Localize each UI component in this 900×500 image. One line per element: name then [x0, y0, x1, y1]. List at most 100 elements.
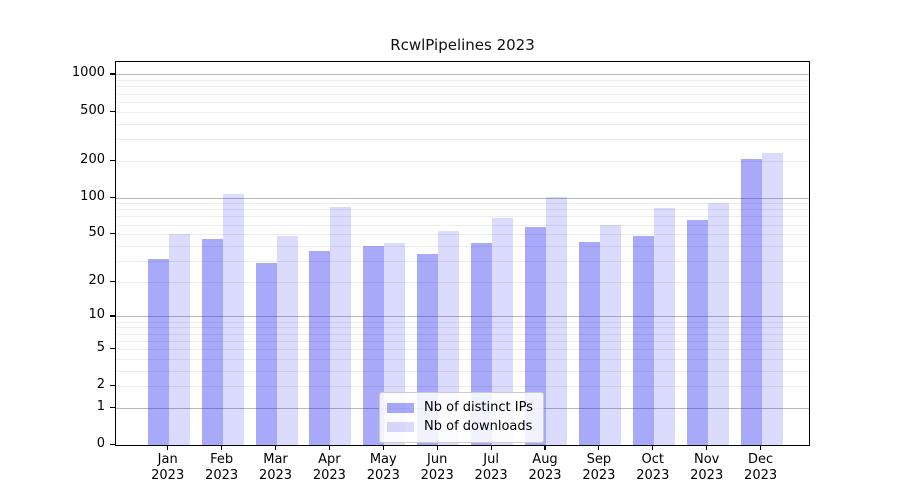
y-tick-label-20: 20 [88, 272, 105, 288]
legend-swatch-downloads [387, 421, 414, 432]
x-tick-mark [382, 445, 384, 450]
y-tick-mark [110, 73, 115, 75]
y-tick-label-5: 5 [96, 339, 105, 355]
bar-distinct-ips-sep [578, 242, 600, 445]
bar-downloads-jul [492, 217, 514, 445]
gridline-minor [116, 333, 809, 335]
x-tick-label-mar: Mar 2023 [258, 452, 293, 483]
gridline-minor [116, 93, 809, 95]
y-tick-label-500: 500 [80, 102, 105, 118]
y-tick-mark [110, 280, 115, 282]
y-tick-mark [110, 233, 115, 235]
y-tick-label-0: 0 [96, 436, 105, 451]
bar-downloads-apr [330, 206, 352, 445]
gridline-minor [116, 245, 809, 247]
gridline-major [116, 197, 809, 199]
gridline-minor [116, 327, 809, 329]
bar-distinct-ips-jan [147, 259, 169, 445]
x-tick-mark [706, 445, 708, 450]
x-tick-label-jun: Jun 2023 [420, 452, 454, 483]
x-tick-label-may: May 2023 [366, 452, 400, 483]
bar-downloads-jun [438, 231, 460, 445]
bar-downloads-mar [276, 236, 298, 445]
x-tick-label-oct: Oct 2023 [636, 452, 670, 483]
legend-label-downloads: Nb of downloads [424, 419, 533, 434]
gridline-minor [116, 209, 809, 211]
bar-distinct-ips-feb [201, 238, 223, 445]
x-tick-mark [544, 445, 546, 450]
plot-area: Nb of distinct IPs Nb of downloads [115, 61, 810, 446]
x-tick-mark [274, 445, 277, 450]
x-tick-label-sep: Sep 2023 [582, 452, 616, 483]
x-tick-mark [598, 445, 600, 450]
gridline-minor [116, 340, 809, 342]
bar-downloads-feb [222, 194, 244, 445]
gridline-minor [116, 386, 809, 388]
y-tick-mark [110, 196, 115, 198]
bar-distinct-ips-mar [255, 262, 277, 445]
gridline-minor [116, 216, 809, 218]
legend-swatch-distinct-ips [387, 402, 414, 413]
x-tick-mark [167, 445, 169, 450]
bar-downloads-oct [653, 208, 675, 445]
gridline-minor [116, 224, 809, 226]
y-tick-mark [110, 444, 115, 446]
x-tick-mark [490, 445, 492, 450]
bar-distinct-ips-aug [525, 227, 546, 445]
gridline-minor [116, 234, 809, 236]
y-axis: 1000 500 200 100 50 20 10 5 2 1 0 [0, 61, 115, 451]
bar-downloads-dec [761, 153, 783, 445]
chart-title: RcwlPipelines 2023 [390, 36, 535, 54]
y-tick-label-100: 100 [80, 188, 105, 204]
y-tick-label-1: 1 [96, 398, 105, 414]
y-tick-mark [110, 385, 115, 387]
bar-distinct-ips-apr [309, 251, 331, 445]
gridline-minor [116, 348, 809, 350]
y-tick-mark [110, 406, 115, 408]
gridline-minor [116, 123, 809, 125]
x-tick-mark [760, 445, 762, 450]
gridline-minor [116, 321, 809, 323]
x-tick-label-aug: Aug 2023 [528, 452, 562, 483]
bar-downloads-sep [599, 224, 621, 445]
bar-distinct-ips-oct [632, 236, 654, 445]
x-tick-label-jan: Jan 2023 [151, 452, 185, 483]
bar-distinct-ips-nov [686, 220, 708, 445]
x-tick-mark [221, 445, 223, 450]
bar-distinct-ips-dec [740, 158, 762, 445]
y-tick-label-2: 2 [96, 377, 105, 393]
x-tick-mark [328, 445, 330, 450]
gridline-minor [116, 160, 809, 162]
gridline-minor [116, 80, 809, 82]
gridline-minor [116, 358, 809, 360]
gridline-minor [116, 260, 809, 262]
x-axis: Jan 2023 Feb 2023 Mar 2023 Apr 2023 May 2023… [115, 445, 810, 500]
y-tick-mark [110, 347, 115, 350]
x-tick-label-feb: Feb 2023 [205, 452, 239, 483]
bar-downloads-nov [707, 202, 729, 445]
y-tick-mark [110, 110, 115, 112]
y-tick-mark [110, 315, 115, 317]
gridline-minor [116, 138, 809, 140]
x-tick-mark [436, 445, 438, 450]
gridline-minor [116, 111, 809, 113]
legend-row-distinct-ips: Nb of distinct IPs [387, 398, 533, 417]
x-tick-label-apr: Apr 2023 [312, 452, 346, 483]
bar-downloads-jan [168, 234, 190, 445]
y-tick-label-50: 50 [88, 225, 105, 241]
y-tick-label-200: 200 [80, 151, 105, 167]
gridline-minor [116, 86, 809, 88]
gridline-minor [116, 203, 809, 205]
gridline-major [116, 74, 809, 76]
x-tick-label-nov: Nov 2023 [690, 452, 724, 483]
gridline-major [116, 316, 809, 318]
legend: Nb of distinct IPs Nb of downloads [379, 392, 544, 443]
x-tick-label-dec: Dec 2023 [744, 452, 778, 483]
x-tick-mark [652, 445, 654, 450]
y-tick-label-10: 10 [88, 307, 105, 323]
y-tick-mark [110, 159, 115, 161]
y-tick-label-1000: 1000 [71, 65, 105, 81]
legend-label-distinct-ips: Nb of distinct IPs [424, 400, 533, 415]
gridline-minor [116, 370, 809, 372]
x-tick-label-jul: Jul 2023 [474, 452, 508, 483]
